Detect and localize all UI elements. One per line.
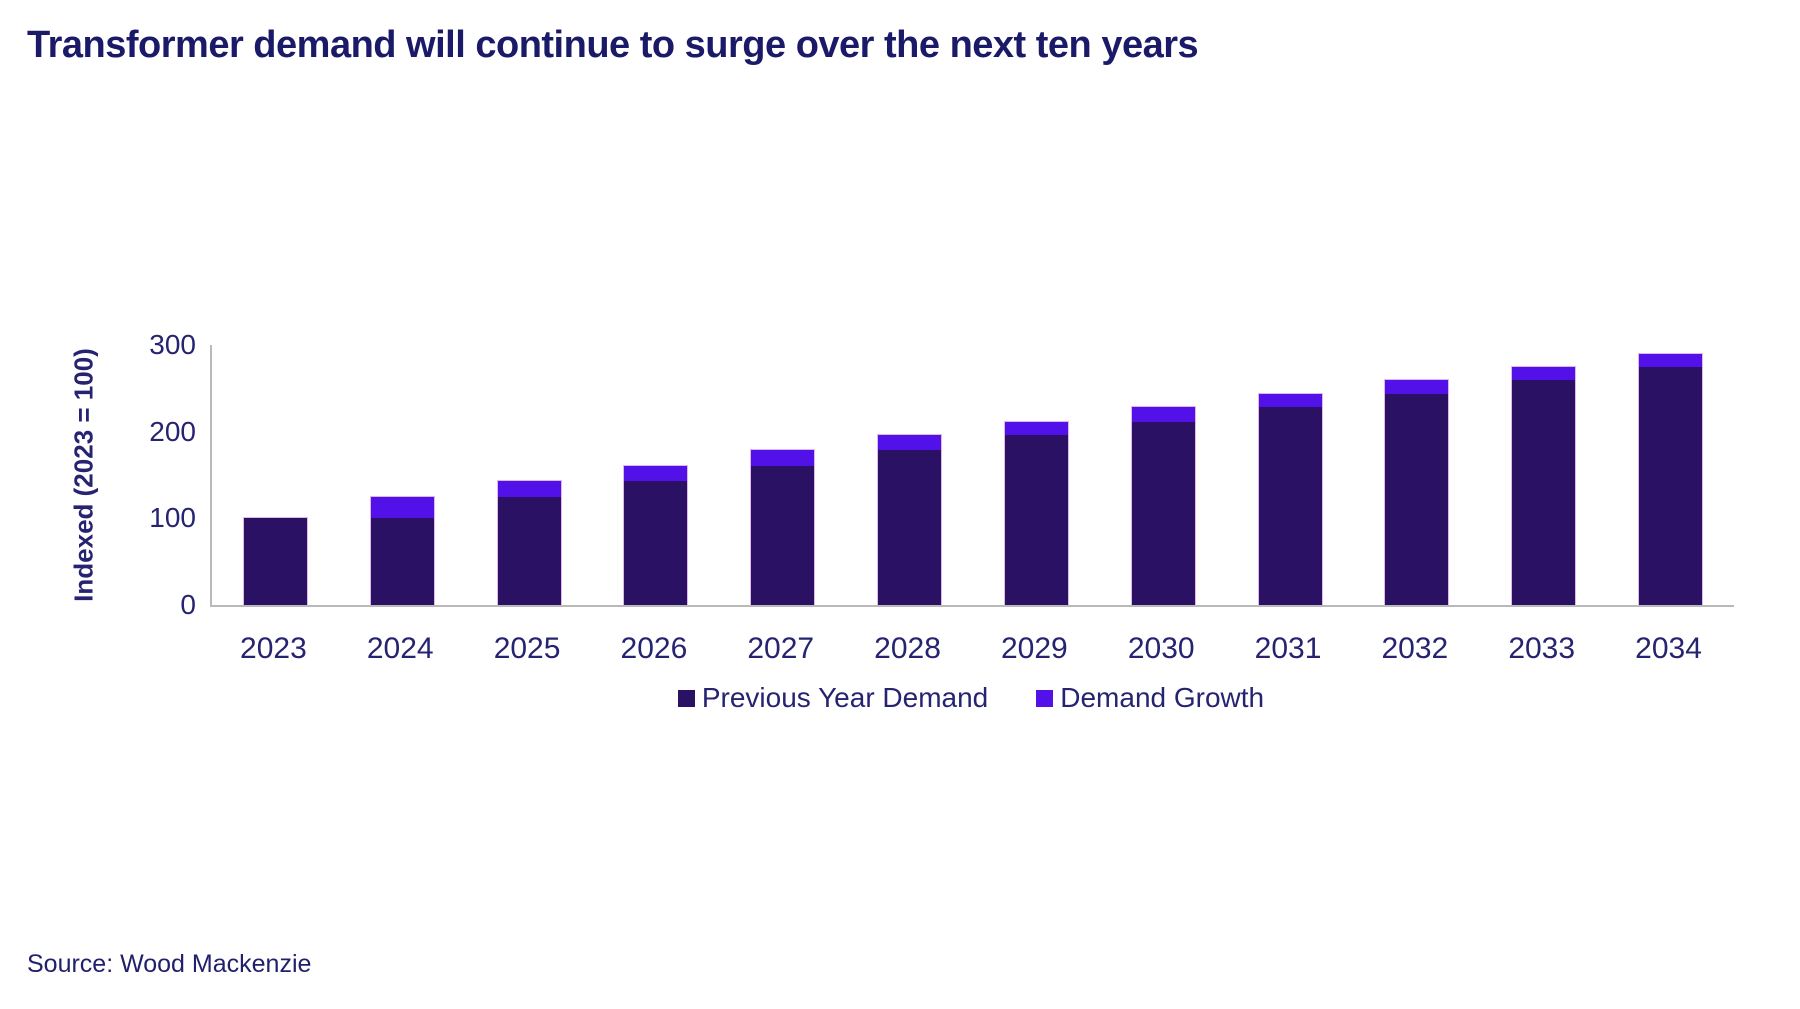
bar-2034-demand-growth [1639,353,1703,367]
bar-slot-2029 [973,345,1100,605]
bar-2033-previous-year-demand [1512,379,1576,605]
bar-2030-previous-year-demand [1131,422,1195,605]
y-axis-ticks: 0 100 200 300 [100,331,196,619]
bar-2032-previous-year-demand [1385,393,1449,605]
x-label-2028: 2028 [874,632,941,665]
bar-2025-previous-year-demand [497,496,561,605]
x-label-2023: 2023 [240,632,307,665]
bar-2028 [877,434,943,605]
legend-swatch-icon [1036,689,1054,707]
legend-label: Previous Year Demand [701,682,989,713]
bar-slot-2025 [466,345,593,605]
x-label-2031: 2031 [1254,632,1322,665]
bar-2034 [1638,352,1704,605]
bar-2029-previous-year-demand [1004,435,1068,605]
bar-2023-previous-year-demand [243,518,307,605]
bar-slot-2033 [1480,345,1607,605]
x-label-2032: 2032 [1381,632,1449,665]
x-label-2025: 2025 [493,632,561,665]
x-label-2026: 2026 [620,632,688,665]
bar-2031-demand-growth [1258,393,1322,408]
y-axis-title: Indexed (2023 = 100) [68,348,99,602]
bar-2027-previous-year-demand [751,466,815,605]
bar-2029-demand-growth [1004,422,1068,436]
bar-2026-previous-year-demand [624,481,688,605]
bar-2030 [1130,406,1196,605]
bar-slot-2032 [1353,345,1480,605]
bar-slot-2031 [1227,345,1354,605]
chart-legend: Previous Year Demand Demand Growth [210,682,1732,714]
x-axis-labels: 2023 2024 2025 2026 2027 2028 2029 2030 2031 2032… [210,632,1732,666]
y-tick-100: 100 [149,502,196,534]
bar-2024-previous-year-demand [370,518,434,605]
x-label-2033: 2033 [1508,632,1576,665]
bar-2033-demand-growth [1512,366,1576,380]
bar-2034-previous-year-demand [1639,366,1703,605]
bar-2029 [1003,421,1069,605]
bar-slot-2024 [339,345,466,605]
bar-2026-demand-growth [624,466,688,482]
bar-2032 [1384,378,1450,605]
bar-slot-2030 [1100,345,1227,605]
bar-2027 [750,448,816,605]
bar-2027-demand-growth [751,449,815,467]
legend-label: Demand Growth [1060,682,1265,713]
source-note: Source: Wood Mackenzie [27,950,312,978]
bar-2025 [496,480,562,605]
page-title: Transformer demand will continue to surg… [27,24,1199,66]
bars [212,345,1734,605]
legend-item-demand-growth: Demand Growth [1036,682,1264,714]
bar-2028-previous-year-demand [878,449,942,605]
bar-2023 [242,517,308,605]
bar-slot-2034 [1607,345,1734,605]
bar-2024-demand-growth [370,496,434,519]
y-tick-300: 300 [149,329,196,360]
y-tick-0: 0 [180,589,196,620]
bar-2033 [1511,365,1577,605]
x-label-2027: 2027 [747,632,815,665]
bar-slot-2028 [846,345,973,605]
bar-2026 [623,465,689,605]
x-label-2034: 2034 [1635,632,1702,665]
bar-2028-demand-growth [878,435,942,450]
x-label-2029: 2029 [1001,632,1068,665]
bar-2032-demand-growth [1385,379,1449,394]
bar-2024 [369,495,435,605]
x-label-2030: 2030 [1127,632,1195,665]
legend-swatch-icon [677,689,695,707]
bar-2031 [1257,392,1323,605]
chart-plot-area [210,345,1734,607]
bar-2025-demand-growth [497,481,561,497]
y-tick-200: 200 [149,415,196,447]
legend-item-previous-year-demand: Previous Year Demand [677,682,989,714]
bar-slot-2026 [592,345,719,605]
bar-slot-2023 [212,345,339,605]
bar-slot-2027 [719,345,846,605]
bar-2030-demand-growth [1131,407,1195,423]
bar-2031-previous-year-demand [1258,407,1322,605]
x-label-2024: 2024 [366,632,434,665]
